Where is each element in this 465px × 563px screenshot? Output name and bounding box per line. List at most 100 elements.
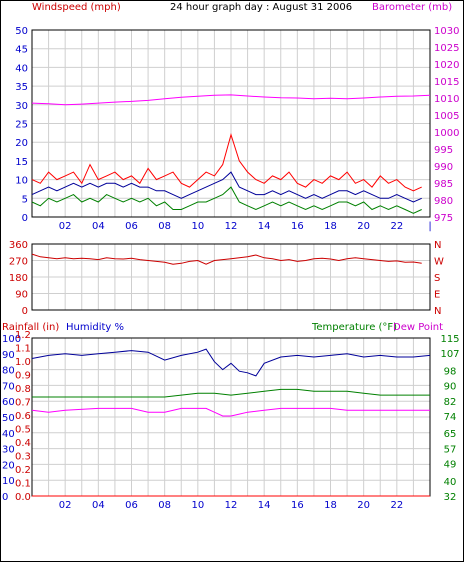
wind-series-1 bbox=[31, 171, 422, 203]
temperature-axis-label: Temperature (°F) bbox=[311, 322, 397, 333]
wind-x-tick-label: 04 bbox=[92, 221, 105, 232]
wind-series-3 bbox=[31, 94, 431, 106]
wind-series-0 bbox=[31, 132, 422, 192]
wind-x-tick-label: 16 bbox=[291, 221, 304, 232]
wind-y-tick-label: 20 bbox=[15, 138, 28, 149]
wind-x-tick-label: 20 bbox=[357, 221, 370, 232]
wind-x-tick-label: 22 bbox=[390, 221, 403, 232]
wind-y-tick-label: 35 bbox=[15, 82, 28, 93]
humidity-panel-ticks: 0 10 20 30 40 50 60 70 80 90 100 0.0 0.1 0.2 0.3 0.4 0.5… bbox=[2, 330, 460, 511]
wind-y-tick-label: 50 bbox=[15, 26, 28, 37]
temp-y-tick-label: 82 bbox=[444, 397, 457, 408]
baro-y-tick-label: 1025 bbox=[434, 43, 459, 54]
wind-y-tick-label: 15 bbox=[15, 157, 28, 168]
compass-tick-label: W bbox=[434, 257, 444, 268]
wind-x-tick-label: 14 bbox=[258, 221, 271, 232]
compass-tick-label: S bbox=[434, 273, 440, 284]
wind-x-tick-label: | bbox=[428, 221, 431, 232]
humidity-y-tick-label: 90 bbox=[2, 350, 15, 361]
rain-y-tick-label: 0.1 bbox=[15, 479, 31, 490]
compass-tick-label: N bbox=[434, 306, 441, 317]
wind-x-tick-label: 08 bbox=[158, 221, 171, 232]
temp-y-tick-label: 98 bbox=[444, 366, 457, 377]
baro-y-tick-label: 980 bbox=[434, 196, 453, 207]
rain-y-tick-label: 0.4 bbox=[15, 438, 31, 449]
humidity-x-tick-label: 20 bbox=[357, 500, 370, 511]
windspeed-axis-label: Windspeed (mph) bbox=[32, 2, 121, 13]
rain-y-tick-label: 0.6 bbox=[15, 411, 31, 422]
wind-panel-series bbox=[31, 94, 431, 214]
humidity-x-tick-label: 06 bbox=[125, 500, 138, 511]
wind-y-tick-label: 45 bbox=[15, 45, 28, 56]
wind-y-tick-label: 25 bbox=[15, 120, 28, 131]
wind-x-tick-label: 06 bbox=[125, 221, 138, 232]
humidity-x-tick-label: 10 bbox=[191, 500, 204, 511]
humidity-x-tick-label: 08 bbox=[158, 500, 171, 511]
temp-y-tick-label: 65 bbox=[444, 429, 457, 440]
humidity-axis-label: Humidity % bbox=[66, 322, 124, 333]
direction-panel-grid bbox=[31, 243, 431, 311]
temp-y-tick-label: 32 bbox=[444, 492, 457, 503]
plot-area-border bbox=[31, 243, 431, 311]
baro-y-tick-label: 1030 bbox=[434, 26, 459, 37]
baro-y-tick-label: 975 bbox=[434, 213, 453, 224]
humidity-y-tick-label: 70 bbox=[2, 381, 15, 392]
humidity-panel-grid bbox=[31, 337, 431, 497]
humidity-y-tick-label: 50 bbox=[2, 413, 15, 424]
wind-series-2 bbox=[31, 186, 422, 214]
humidity-series-1 bbox=[32, 388, 430, 398]
rain-y-tick-label: 1.1 bbox=[15, 344, 31, 355]
humidity-series-0 bbox=[31, 348, 431, 377]
humidity-x-tick-label: 04 bbox=[92, 500, 105, 511]
temp-y-tick-label: 74 bbox=[444, 412, 457, 423]
plot-area-border bbox=[31, 29, 431, 218]
humidity-x-tick-label: 02 bbox=[59, 500, 72, 511]
baro-y-tick-label: 985 bbox=[434, 179, 453, 190]
rain-y-tick-label: 0.2 bbox=[15, 465, 31, 476]
direction-y-tick-label: 270 bbox=[9, 257, 28, 268]
humidity-x-tick-label: 16 bbox=[291, 500, 304, 511]
direction-panel-series bbox=[31, 253, 422, 265]
rain-y-tick-label: 0.8 bbox=[15, 384, 31, 395]
wind-y-tick-label: 30 bbox=[15, 101, 28, 112]
compass-tick-label: N bbox=[434, 240, 441, 251]
direction-y-tick-label: 0 bbox=[22, 306, 28, 317]
humidity-x-tick-label: 12 bbox=[225, 500, 238, 511]
wind-y-tick-label: 0 bbox=[22, 213, 28, 224]
baro-y-tick-label: 990 bbox=[434, 162, 453, 173]
humidity-y-tick-label: 10 bbox=[2, 476, 15, 487]
rain-y-tick-label: 0.9 bbox=[15, 371, 31, 382]
direction-y-tick-label: 90 bbox=[15, 290, 28, 301]
wind-panel-grid bbox=[31, 29, 431, 218]
baro-y-tick-label: 1010 bbox=[434, 94, 459, 105]
wind-y-tick-label: 40 bbox=[15, 63, 28, 74]
rain-y-tick-label: 1.0 bbox=[15, 357, 31, 368]
dewpoint-axis-label: Dew Point bbox=[393, 322, 443, 333]
rainfall-axis-label: Rainfall (in) bbox=[2, 322, 59, 333]
temp-y-tick-label: 107 bbox=[440, 349, 459, 360]
baro-y-tick-label: 1000 bbox=[434, 128, 459, 139]
temp-y-tick-label: 115 bbox=[440, 334, 459, 345]
temp-y-tick-label: 49 bbox=[444, 460, 457, 471]
humidity-y-tick-label: 60 bbox=[2, 397, 15, 408]
baro-y-tick-label: 995 bbox=[434, 145, 453, 156]
humidity-panel-series bbox=[31, 348, 431, 497]
wind-x-tick-label: 02 bbox=[59, 221, 72, 232]
rain-y-tick-label: 0.0 bbox=[15, 492, 31, 503]
humidity-series-2 bbox=[31, 407, 430, 417]
rain-y-tick-label: 1.2 bbox=[15, 330, 31, 341]
temp-y-tick-label: 40 bbox=[444, 477, 457, 488]
baro-y-tick-label: 1005 bbox=[434, 111, 459, 122]
wind-y-tick-label: 5 bbox=[22, 194, 28, 205]
humidity-x-tick-label: 18 bbox=[324, 500, 337, 511]
baro-y-tick-label: 1020 bbox=[434, 60, 459, 71]
barometer-axis-label: Barometer (mb) bbox=[372, 2, 452, 13]
humidity-temperature-panel: Rainfall (in) Humidity % Temperature (°F… bbox=[2, 322, 460, 511]
humidity-y-tick-label: 0 bbox=[2, 492, 8, 503]
wind-x-tick-label: 12 bbox=[225, 221, 238, 232]
chart-title: 24 hour graph day : August 31 2006 bbox=[170, 2, 352, 13]
